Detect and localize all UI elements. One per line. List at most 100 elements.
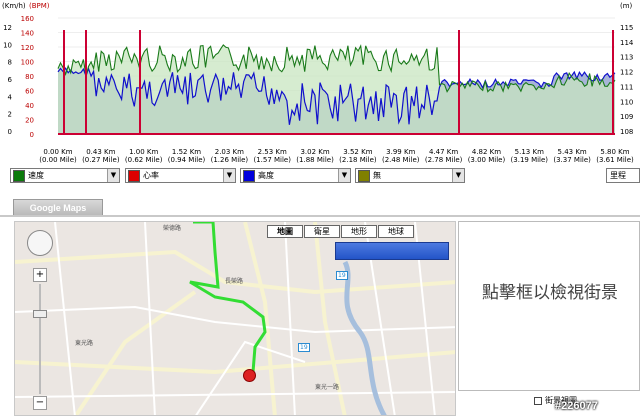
- street-view-toggle[interactable]: 街景視圖: [534, 395, 577, 406]
- chevron-down-icon: ▼: [452, 169, 464, 182]
- x-tick-label: 1.52 Km (0.94 Mile): [157, 148, 217, 164]
- hr-spike: [63, 30, 65, 134]
- road-label: 榮德路: [163, 225, 182, 232]
- speed-tick-label: 12: [3, 24, 12, 32]
- x-tick-km: 1.52 Km: [171, 148, 202, 156]
- series-color-swatch: [243, 169, 255, 182]
- x-tick-mile: (3.37 Mile): [553, 156, 591, 164]
- checkbox[interactable]: [534, 396, 542, 405]
- series-select-3[interactable]: 高度 ▼: [240, 168, 351, 183]
- speed-tick-label: 4: [8, 93, 13, 101]
- hr-tick-label: 140: [21, 30, 34, 38]
- hr-tick-label: 100: [21, 59, 34, 67]
- x-tick-mile: (0.62 Mile): [124, 156, 163, 164]
- series-select-2[interactable]: 心率 ▼: [125, 168, 236, 183]
- series-select-4[interactable]: 無 ▼: [355, 168, 465, 183]
- tab-google-maps[interactable]: Google Maps: [13, 199, 103, 216]
- maptype-map-button[interactable]: 地圖: [267, 225, 303, 238]
- hr-tick-label: 40: [25, 102, 34, 110]
- heart-rate-series: [63, 30, 614, 134]
- street-view-strip[interactable]: [335, 242, 449, 260]
- x-tick-km: 4.47 Km: [428, 148, 459, 156]
- x-tick-mile: (0.27 Mile): [82, 156, 120, 164]
- maptype-earth-button[interactable]: 地球: [378, 225, 414, 238]
- alt-tick-label: 109: [620, 113, 633, 121]
- x-tick-label: 2.03 Km (1.26 Mile): [199, 148, 259, 164]
- x-tick-mile: (1.57 Mile): [253, 156, 291, 164]
- hr-tick-label: 120: [21, 44, 34, 52]
- route-path: [189, 222, 267, 373]
- pan-control[interactable]: [27, 230, 53, 256]
- speed-tick-label: 10: [3, 41, 12, 49]
- series-select-label: 高度: [258, 171, 274, 180]
- hr-spike: [458, 30, 460, 134]
- series-selectors: 速度 ▼ 心率 ▼ 高度 ▼ 無 ▼ 里程: [0, 168, 640, 184]
- road-label: 19: [298, 343, 310, 352]
- x-tick-label: 5.43 Km (3.37 Mile): [542, 148, 602, 164]
- street-view-panel[interactable]: 點擊框以檢視街景: [458, 221, 640, 391]
- road-label: 19: [336, 271, 348, 280]
- street-view-prompt: 點擊框以檢視街景: [482, 283, 618, 303]
- series-color-swatch: [128, 169, 140, 182]
- zoom-in-button[interactable]: +: [33, 268, 47, 282]
- x-tick-km: 0.43 Km: [86, 148, 116, 156]
- hr-tick-label: 160: [21, 15, 34, 23]
- zoom-slider-handle[interactable]: [33, 310, 47, 318]
- x-tick-km: 0.00 Km: [43, 148, 73, 156]
- chevron-down-icon: ▼: [338, 169, 350, 182]
- x-tick-km: 2.53 Km: [257, 148, 287, 156]
- series-select-label: 速度: [28, 171, 44, 180]
- alt-unit-label: (m): [620, 2, 633, 10]
- speed-line-series: [57, 44, 616, 93]
- x-tick-km: 5.13 Km: [514, 148, 544, 156]
- speed-tick-label: 0: [8, 128, 12, 136]
- alt-tick-label: 115: [620, 24, 633, 32]
- series-select-label: 無: [373, 171, 381, 180]
- series-color-swatch: [13, 169, 25, 182]
- x-tick-km: 3.99 Km: [386, 148, 416, 156]
- x-tick-mile: (0.94 Mile): [167, 156, 206, 164]
- tab-divider: [0, 215, 640, 217]
- marker-icon[interactable]: [243, 369, 256, 382]
- x-tick-label: 0.43 Km (0.27 Mile): [71, 148, 131, 164]
- maptype-satellite-button[interactable]: 衛星: [304, 225, 340, 238]
- x-tick-label: 5.80 Km (3.61 Mile): [585, 148, 640, 164]
- x-tick-km: 3.02 Km: [300, 148, 330, 156]
- alt-tick-label: 112: [620, 69, 633, 77]
- x-tick-mile: (3.19 Mile): [510, 156, 549, 164]
- road-label: 長榮路: [225, 278, 244, 285]
- alt-tick-label: 108: [620, 128, 633, 136]
- hr-spike: [85, 30, 87, 134]
- x-tick-mile: (1.88 Mile): [296, 156, 334, 164]
- series-select-1[interactable]: 速度 ▼: [10, 168, 120, 183]
- hr-tick-label: 0: [30, 131, 34, 139]
- distance-unit-select[interactable]: 里程: [606, 168, 640, 183]
- hr-tick-label: 20: [25, 117, 34, 125]
- x-tick-label: 4.47 Km (2.78 Mile): [414, 148, 474, 164]
- x-tick-mile: (2.18 Mile): [339, 156, 377, 164]
- workout-chart[interactable]: 1210864201601401201008060402001151141131…: [0, 0, 640, 166]
- x-tick-mile: (0.00 Mile): [39, 156, 77, 164]
- road-label: 東光路: [75, 340, 94, 347]
- hr-tick-label: 80: [25, 73, 34, 81]
- hr-tick-label: 60: [25, 88, 34, 96]
- altitude-line-series: [57, 66, 616, 125]
- elevation-chart-panel: 12 10 8 6 4 2 0 160 140 120 100 80 60 40 20 0 115 114 113 1…: [0, 0, 640, 166]
- x-tick-km: 3.52 Km: [343, 148, 373, 156]
- chevron-down-icon: ▼: [223, 169, 235, 182]
- hr-spike: [612, 30, 614, 134]
- speed-tick-label: 6: [8, 76, 13, 84]
- x-tick-mile: (2.78 Mile): [424, 156, 463, 164]
- x-tick-label: 3.02 Km (1.88 Mile): [285, 148, 345, 164]
- distance-unit-label: 里程: [610, 171, 626, 180]
- zoom-slider[interactable]: [39, 284, 41, 394]
- series-select-label: 心率: [143, 171, 159, 180]
- alt-tick-label: 114: [620, 39, 634, 47]
- speed-area-series: [58, 45, 615, 134]
- x-tick-label: 0.00 Km (0.00 Mile): [28, 148, 88, 164]
- speed-tick-label: 8: [8, 59, 12, 67]
- route-map[interactable]: 地圖 衛星 地形 地球 + − 榮德路 19 19 東光路 長榮路 東光一路: [14, 221, 456, 416]
- hr-spike: [139, 30, 141, 134]
- maptype-terrain-button[interactable]: 地形: [341, 225, 377, 238]
- zoom-out-button[interactable]: −: [33, 396, 47, 410]
